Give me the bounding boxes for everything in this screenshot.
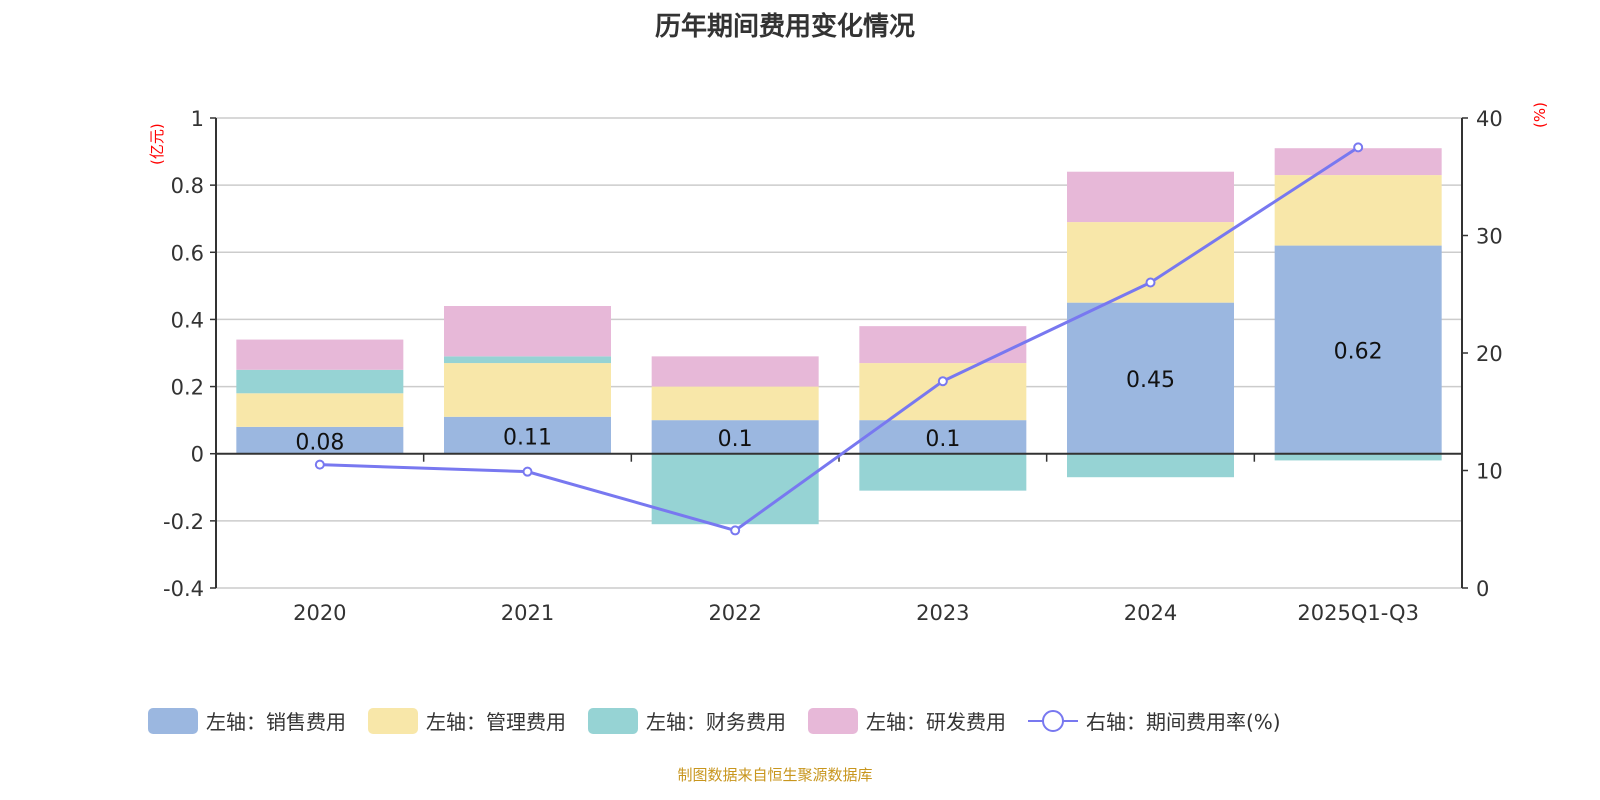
bar-segment-1 xyxy=(1274,175,1442,246)
legend-item-expense-rate[interactable]: 右轴：期间费用率(%) xyxy=(1028,706,1281,735)
data-label: 0.62 xyxy=(1334,340,1383,365)
y-right-tick-label: 10 xyxy=(1476,460,1503,484)
y-right-tick-label: 40 xyxy=(1476,107,1503,131)
y-right-tick-label: 0 xyxy=(1476,577,1489,601)
legend: 左轴：销售费用 左轴：管理费用 左轴：财务费用 左轴：研发费用 右轴：期间费用率… xyxy=(148,706,1303,735)
y-left-tick-label: 0 xyxy=(191,443,204,467)
bar-segment-0 xyxy=(444,416,611,454)
y-left-axis-label: (亿元) xyxy=(148,123,166,165)
legend-item-finance[interactable]: 左轴：财务费用 xyxy=(588,706,786,735)
y-left-tick-label: 0.6 xyxy=(171,241,204,265)
bar-segment-1 xyxy=(859,363,1027,421)
legend-label: 左轴：财务费用 xyxy=(646,710,786,734)
legend-label: 右轴：期间费用率(%) xyxy=(1086,710,1281,734)
data-label: 0.11 xyxy=(503,425,552,450)
bar-segment-0 xyxy=(236,426,404,454)
bar-segment-0 xyxy=(651,420,819,454)
data-label: 0.08 xyxy=(295,430,344,455)
bar-segment-3 xyxy=(1274,148,1442,176)
legend-item-admin[interactable]: 左轴：管理费用 xyxy=(368,706,566,735)
y-right-tick-label: 30 xyxy=(1476,225,1503,249)
y-right-tick-label: 20 xyxy=(1476,342,1503,366)
bar-segment-1 xyxy=(444,363,611,417)
line-point xyxy=(730,525,741,536)
chart-plot: -0.4-0.200.20.40.60.81010203040(亿元)(%)20… xyxy=(148,102,1549,625)
bar-segment-3 xyxy=(236,339,404,370)
line-point xyxy=(1353,142,1364,153)
bar-segment-2 xyxy=(859,453,1027,491)
bar-segment-3 xyxy=(859,326,1027,364)
data-label: 0.45 xyxy=(1126,368,1175,393)
bar-segment-3 xyxy=(1067,171,1234,223)
y-right-axis-label: (%) xyxy=(1531,102,1549,128)
x-tick-label: 2022 xyxy=(708,601,761,625)
legend-label: 左轴：研发费用 xyxy=(866,710,1006,734)
data-label: 0.1 xyxy=(718,427,753,452)
y-left-tick-label: 0.4 xyxy=(171,308,204,332)
line-point xyxy=(522,466,533,477)
bar-segment-1 xyxy=(236,393,404,427)
bar-segment-1 xyxy=(651,386,819,421)
source-note: 制图数据来自恒生聚源数据库 xyxy=(677,766,873,784)
bar-segment-3 xyxy=(444,306,611,357)
bar-segment-2 xyxy=(236,369,404,394)
y-left-tick-label: 1 xyxy=(191,107,204,131)
legend-swatch xyxy=(588,707,638,734)
line-marker-icon xyxy=(1028,708,1078,734)
legend-label: 左轴：管理费用 xyxy=(426,710,566,734)
bar-segment-3 xyxy=(651,356,819,387)
bar-segment-2 xyxy=(1067,453,1234,478)
bar-segment-2 xyxy=(1274,453,1442,461)
y-left-tick-label: -0.2 xyxy=(163,510,204,534)
line-point xyxy=(937,376,948,387)
bar-segment-1 xyxy=(1067,222,1234,303)
bar-segment-0 xyxy=(1067,302,1234,454)
legend-label: 左轴：销售费用 xyxy=(206,710,346,734)
legend-swatch xyxy=(368,707,418,734)
line-point xyxy=(1145,277,1156,288)
y-left-tick-label: 0.2 xyxy=(171,376,204,400)
legend-item-rd[interactable]: 左轴：研发费用 xyxy=(808,706,1006,735)
line-series xyxy=(319,146,1359,533)
x-tick-label: 2020 xyxy=(293,601,346,625)
x-tick-label: 2021 xyxy=(501,601,554,625)
x-tick-label: 2023 xyxy=(916,601,969,625)
x-tick-label: 2025Q1-Q3 xyxy=(1297,601,1419,625)
data-label: 0.1 xyxy=(925,427,960,452)
y-left-tick-label: 0.8 xyxy=(171,174,204,198)
legend-swatch xyxy=(148,707,198,734)
chart-title: 历年期间费用变化情况 xyxy=(654,12,915,42)
line-point xyxy=(314,459,325,470)
legend-item-sales[interactable]: 左轴：销售费用 xyxy=(148,706,346,735)
y-left-tick-label: -0.4 xyxy=(163,577,204,601)
legend-swatch xyxy=(808,707,858,734)
x-tick-label: 2024 xyxy=(1124,601,1177,625)
bar-segment-2 xyxy=(444,356,611,364)
bar-segment-0 xyxy=(859,420,1027,454)
bar-segment-0 xyxy=(1274,245,1442,454)
